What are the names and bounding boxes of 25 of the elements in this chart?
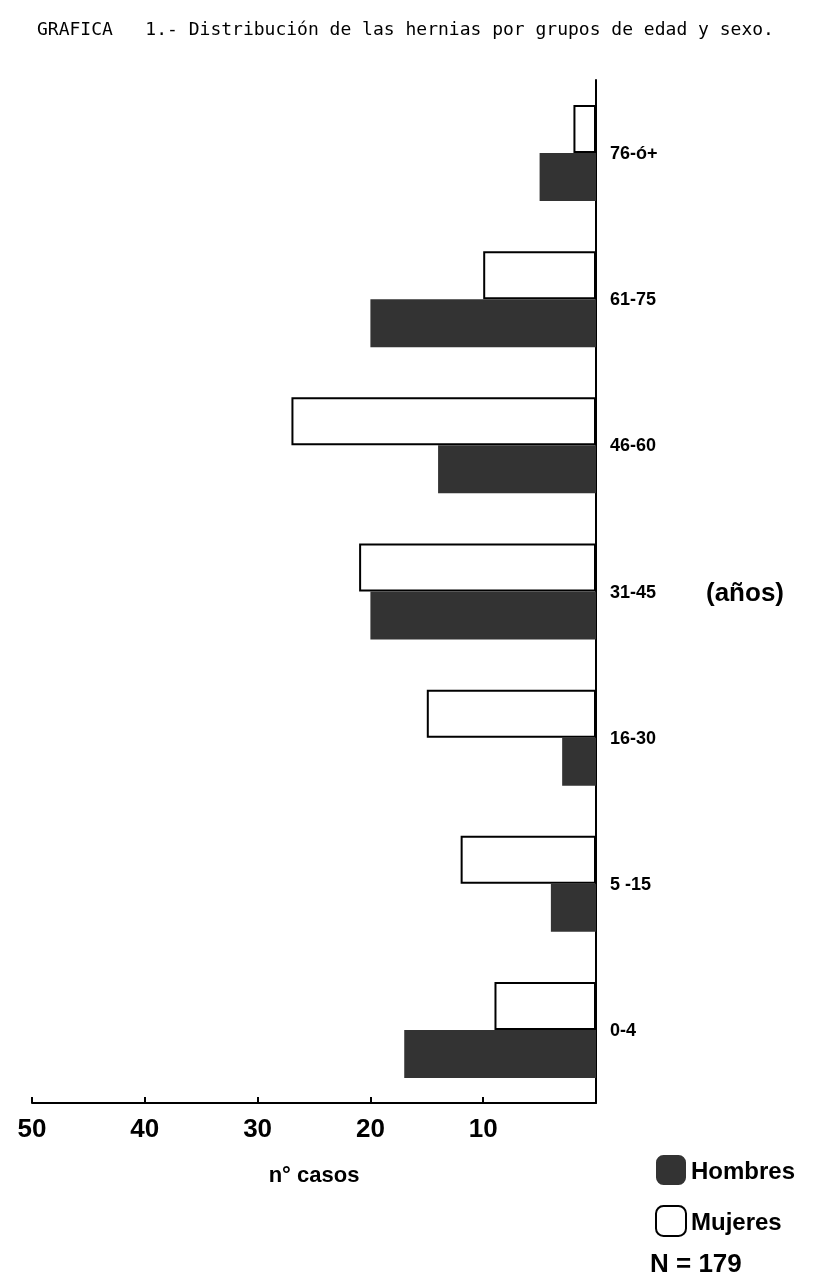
- y-tick-label: 61-75: [610, 289, 657, 310]
- x-tick-label: 20: [355, 1113, 385, 1143]
- legend-label: Hombres: [691, 1156, 796, 1184]
- x-tick-label: 10: [468, 1113, 498, 1143]
- x-axis-title: n° casos: [268, 1161, 360, 1187]
- x-tick-label: 40: [130, 1113, 160, 1143]
- bar: [562, 737, 596, 786]
- legend-label: Mujeres: [691, 1207, 782, 1235]
- bar: [370, 591, 596, 640]
- bar: [550, 883, 596, 932]
- x-tick-label: 50: [17, 1113, 47, 1143]
- x-tick-label: 30: [243, 1113, 273, 1143]
- y-tick-label: 0-4: [610, 1019, 637, 1040]
- text: N = 179: [650, 1248, 742, 1278]
- bar: [438, 445, 596, 494]
- bar: [539, 153, 596, 202]
- y-axis-title: (años): [706, 576, 784, 607]
- bar: [370, 299, 596, 348]
- y-tick-label: 76-ó+: [610, 143, 658, 164]
- y-tick-label: 16-30: [610, 727, 657, 748]
- y-tick-label: 31-45: [610, 581, 657, 602]
- y-tick-label: 46-60: [610, 435, 657, 456]
- chart-title: GRAFICA 1.- Distribución de las hernias por grupos de edad y sexo.: [37, 17, 774, 39]
- y-tick-label: 5 -15: [610, 873, 652, 894]
- bar: [404, 1029, 596, 1078]
